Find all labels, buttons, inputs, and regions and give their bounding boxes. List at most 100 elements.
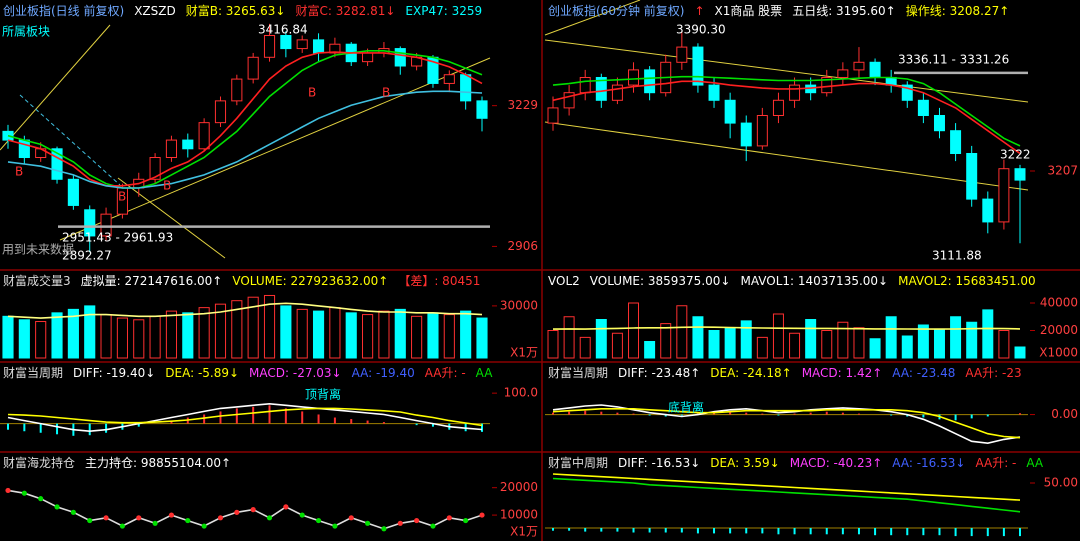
header-item: MACD: -27.03↓ bbox=[249, 366, 342, 380]
series-dot bbox=[332, 523, 338, 529]
panel: 创业板指(日线 前复权) XZSZD 财富B: 3265.63↓ 财富C: 3282.… bbox=[2, 3, 538, 263]
header-item: 虚拟量: 272147616.00↑ bbox=[81, 274, 223, 288]
header-item: VOL2 bbox=[548, 274, 580, 288]
volume-bar bbox=[149, 315, 161, 359]
series-line bbox=[552, 477, 1021, 513]
header-item: 创业板指(60分钟 前复权) bbox=[548, 3, 684, 18]
candle-body bbox=[362, 52, 374, 63]
annotation: 用到未来数据 bbox=[2, 242, 74, 257]
candle-body bbox=[563, 92, 575, 109]
candle-body bbox=[312, 39, 325, 54]
volume-bar bbox=[853, 327, 865, 359]
candle-body bbox=[100, 213, 112, 237]
volume-bar bbox=[982, 309, 994, 359]
candle-body bbox=[394, 48, 406, 67]
series-dot bbox=[5, 487, 11, 494]
series-line bbox=[552, 326, 1021, 330]
volume-bar bbox=[247, 296, 259, 359]
header-item: MACD: 1.42↑ bbox=[802, 366, 883, 380]
header-item: VOLUME: 227923632.00↑ bbox=[232, 274, 388, 288]
candle-body bbox=[579, 76, 591, 94]
series-dot bbox=[479, 512, 485, 518]
volume-bar bbox=[296, 308, 308, 359]
volume-bar bbox=[100, 314, 112, 359]
header-item: DIFF: -16.53↓ bbox=[618, 456, 700, 470]
volume-bar bbox=[998, 330, 1010, 359]
header-item: DEA: 3.59↓ bbox=[710, 456, 779, 470]
series-dot bbox=[283, 504, 289, 510]
volume-bar bbox=[476, 317, 488, 359]
volume-bar bbox=[214, 303, 227, 359]
volume-bar bbox=[837, 321, 849, 359]
volume-bar bbox=[869, 338, 881, 359]
series-dot bbox=[54, 504, 60, 510]
panel-header: 财富海龙持仓 主力持仓: 98855104.00↑ bbox=[3, 455, 231, 470]
trend-line bbox=[59, 57, 491, 241]
volume-bar bbox=[789, 332, 801, 359]
panel: 财富中周期 DIFF: -16.53↓ DEA: 3.59↓ MACD: -40.23… bbox=[545, 455, 1078, 537]
series-dot bbox=[70, 509, 76, 515]
y-tick-label: 20000 bbox=[500, 480, 538, 494]
candle-body bbox=[263, 35, 276, 58]
candle-body bbox=[182, 139, 194, 150]
series-dot bbox=[87, 517, 93, 524]
volume-bar bbox=[443, 314, 455, 359]
volume-bar bbox=[133, 319, 145, 359]
candle-body bbox=[789, 84, 801, 101]
header-item: X1商品 股票 bbox=[715, 3, 783, 18]
series-dot bbox=[136, 515, 142, 521]
trend-line bbox=[544, 0, 641, 36]
volume-bar bbox=[708, 330, 720, 359]
annotation: 3222 bbox=[1000, 148, 1031, 162]
candle-body bbox=[724, 99, 736, 124]
volume-bar bbox=[966, 321, 978, 359]
candle-body bbox=[998, 168, 1010, 223]
annotation: B bbox=[308, 86, 316, 100]
volume-bar bbox=[547, 330, 559, 359]
header-item: AA bbox=[1026, 456, 1044, 470]
volume-bar bbox=[2, 315, 14, 359]
volume-bar bbox=[312, 310, 325, 359]
volume-bar bbox=[628, 302, 640, 359]
header-item: AA升: - bbox=[425, 366, 466, 380]
series-line bbox=[7, 90, 483, 189]
candle-body bbox=[67, 178, 79, 206]
series-line bbox=[7, 402, 483, 433]
annotation: B bbox=[15, 165, 23, 179]
panel-header: 创业板指(60分钟 前复权) ↑ X1商品 股票 五日线: 3195.60↑ 操作线: … bbox=[548, 3, 1009, 18]
annotation: 2951.43 - 2961.93 bbox=[62, 231, 173, 245]
series-dot bbox=[364, 520, 371, 526]
header-item: DEA: -5.89↓ bbox=[165, 366, 239, 380]
volume-bar bbox=[51, 312, 63, 359]
volume-bar bbox=[950, 316, 962, 359]
candle-body bbox=[547, 107, 559, 124]
header-item: 财富C: 3282.81↓ bbox=[296, 3, 396, 18]
series-line bbox=[7, 302, 483, 319]
volume-bar bbox=[724, 327, 736, 359]
volume-bar bbox=[263, 294, 276, 359]
panel: 财富当周期 DIFF: -19.40↓ DEA: -5.89↓ MACD: -27.0… bbox=[0, 365, 538, 436]
candle-body bbox=[1014, 168, 1026, 181]
volume-bar bbox=[740, 320, 752, 359]
header-item: AA: -16.53↓ bbox=[892, 456, 965, 470]
header-item: EXP47: 3259 bbox=[405, 4, 482, 18]
series-dot bbox=[430, 523, 436, 529]
panel-header: 财富成交量3 虚拟量: 272147616.00↑ VOLUME: 22792363… bbox=[3, 273, 480, 288]
candle-body bbox=[901, 84, 913, 101]
candle-body bbox=[708, 84, 720, 101]
series-dot bbox=[315, 517, 322, 524]
header-item: AA bbox=[476, 366, 494, 380]
candle-body bbox=[982, 198, 994, 223]
header-item: MAVOL1: 14037135.00↓ bbox=[740, 274, 888, 288]
candle-body bbox=[149, 157, 161, 180]
series-dot bbox=[348, 515, 354, 521]
candle-body bbox=[885, 76, 897, 86]
panel-header: 财富当周期 DIFF: -23.48↑ DEA: -24.18↑ MACD: 1.42… bbox=[548, 365, 1022, 380]
candle-body bbox=[821, 76, 833, 94]
y-tick-label: 50.00 bbox=[1044, 476, 1078, 490]
candle-body bbox=[966, 153, 978, 200]
series-line bbox=[552, 75, 1021, 147]
candle-body bbox=[644, 69, 656, 94]
unit-label: X1万 bbox=[510, 525, 538, 539]
series-dot bbox=[299, 512, 305, 518]
